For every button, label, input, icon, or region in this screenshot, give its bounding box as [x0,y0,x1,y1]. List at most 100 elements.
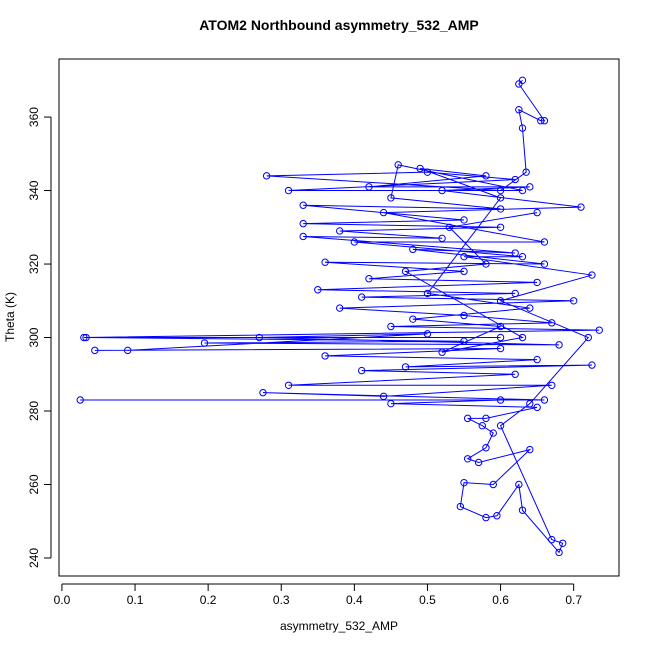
data-point [460,252,468,261]
x-tick-label: 0.6 [492,593,509,607]
data-point [496,223,505,231]
data-point [559,539,567,547]
y-tick-label: 340 [27,180,41,200]
data-point [460,311,468,320]
data-point [496,205,505,213]
data-point [482,260,490,268]
data-point [548,319,556,327]
data-point [365,183,373,191]
data-point [482,172,490,180]
data-point [463,455,472,463]
data-point [409,315,417,323]
data-point [496,344,505,353]
data-point [259,388,267,397]
data-point [365,275,373,283]
data-point [533,403,541,412]
data-point [496,333,505,342]
data-point [526,445,534,454]
data-point [76,396,84,404]
data-point [423,168,432,176]
data-point [526,399,534,408]
data-point [460,337,468,345]
data-point [401,267,410,276]
data-point [515,480,523,489]
data-point [577,203,585,211]
data-point [445,223,454,231]
data-point [533,278,541,287]
data-point [496,194,505,202]
x-tick-label: 0.0 [54,593,71,607]
data-point [569,297,578,305]
data-point [496,422,505,430]
data-point [584,333,592,342]
x-axis-label: asymmetry_532_AMP [280,619,398,633]
data-point [314,286,322,294]
chart-title: ATOM2 Northbound asymmetry_532_AMP [199,17,479,33]
data-point [394,161,402,169]
data-point [474,458,483,467]
data-point [518,252,527,261]
data-point [511,370,519,378]
x-tick-label: 0.5 [419,593,436,607]
data-point [511,175,519,184]
plot-frame [58,58,620,577]
data-point [526,183,534,191]
data-point [496,396,505,404]
data-point [533,208,541,217]
data-point [299,219,307,228]
data-point [555,548,563,557]
x-tick-label: 0.2 [200,593,217,607]
data-point [460,216,468,224]
data-point [489,480,497,489]
data-point [200,339,209,347]
data-point [518,333,527,342]
data-point [91,346,99,355]
data-point [540,117,549,125]
data-point [262,172,271,180]
data-point [255,333,264,342]
data-point [387,194,395,202]
data-point [496,297,505,305]
data-point [518,124,527,132]
data-point [463,414,472,423]
data-point [460,267,468,276]
data-point [540,260,549,268]
data-point [416,164,424,173]
data-point [548,535,556,544]
data-point [482,414,490,423]
data-point [588,361,596,369]
data-point [423,330,432,338]
x-tick-label: 0.4 [346,593,363,607]
data-point [588,271,596,279]
data-point [409,245,417,254]
data-point [423,289,432,298]
data-point [540,238,549,246]
data-point [533,355,541,364]
data-point [595,326,603,334]
data-point [438,234,446,243]
data-point [82,333,90,342]
data-point [379,208,388,217]
data-point [438,348,446,356]
y-tick-label: 280 [27,401,41,421]
x-tick-label: 0.7 [565,593,582,607]
data-point [379,392,388,401]
y-tick-label: 320 [27,254,41,274]
data-point [299,232,307,241]
data-point [350,238,359,246]
data-point [522,168,530,176]
data-point [540,396,549,404]
data-point [555,341,563,349]
data-point [548,381,556,389]
data-point [321,352,329,360]
y-tick-label: 260 [27,474,41,494]
data-point [518,186,527,195]
data-point [321,258,329,266]
data-point [357,293,366,301]
y-tick-label: 360 [27,107,41,127]
data-point [387,399,395,408]
data-point [496,322,505,331]
data-point [336,304,344,312]
data-point [515,106,523,114]
